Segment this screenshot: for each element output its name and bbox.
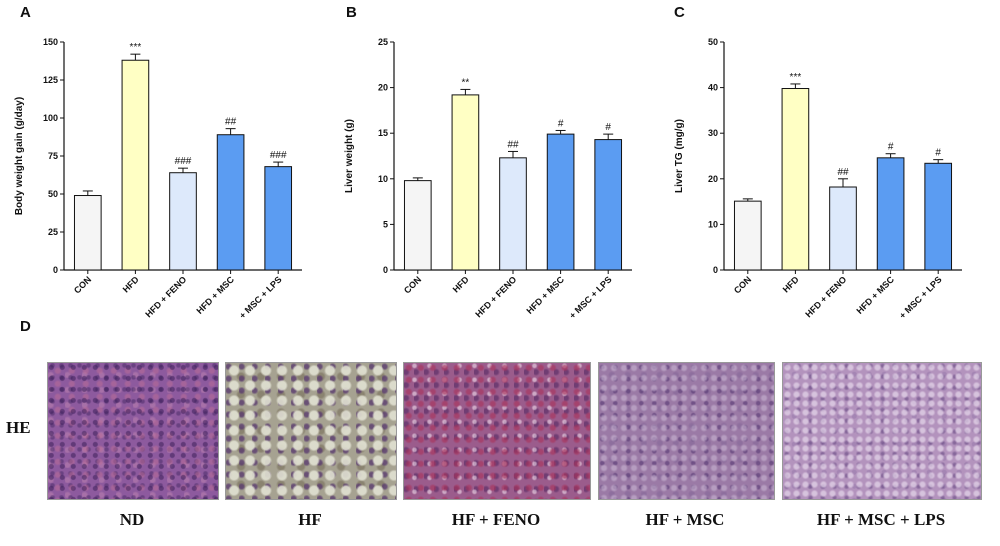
chart-liver-weight: Liver weight (g)0510152025CON**HFD##HFD … (344, 37, 632, 318)
x-tick-label-hfd: HFD (781, 274, 802, 295)
y-tick-label: 25 (378, 37, 388, 47)
stain-row-label: HE (6, 418, 31, 437)
panel-letter-c: C (674, 4, 685, 21)
x-tick-label-hfd: HFD (451, 274, 472, 295)
significance-label-hfd-msc-lps: # (935, 148, 941, 159)
bar-hfd-feno (829, 186, 857, 271)
histology-image-hf-feno (403, 362, 591, 500)
significance-label-hfd: ** (462, 77, 470, 88)
histology-image-nd (47, 362, 219, 500)
significance-label-hfd-feno: ## (507, 139, 519, 150)
significance-label-hfd-msc: # (558, 118, 564, 129)
significance-label-hfd: *** (130, 42, 142, 53)
chart-liver-tg: Liver TG (mg/g)01020304050CON***HFD##HFD… (674, 37, 962, 318)
y-axis-title: Body weight gain (g/day) (14, 97, 25, 215)
x-tick-label-hfd-msc: HFD + MSC (854, 274, 896, 316)
histology-image-hf-msc-lps (782, 362, 982, 500)
y-tick-label: 10 (708, 219, 718, 229)
y-tick-label: 0 (383, 265, 388, 275)
bar-hfd-msc (216, 134, 245, 271)
y-tick-label: 75 (48, 151, 58, 161)
y-tick-label: 20 (708, 174, 718, 184)
y-tick-label: 0 (713, 265, 718, 275)
x-tick-label-con: CON (732, 274, 753, 295)
histology-image-hf-msc (598, 362, 775, 500)
y-tick-label: 0 (53, 265, 58, 275)
panel-letter-b: B (346, 4, 357, 21)
y-tick-label: 10 (378, 174, 388, 184)
y-tick-label: 30 (708, 128, 718, 138)
x-tick-label-hfd-feno: HFD + FENO (143, 274, 188, 318)
significance-label-hfd-msc-lps: # (605, 122, 611, 133)
histology-caption-hf-msc: HF + MSC (645, 510, 725, 529)
bar-hfd-feno (499, 157, 527, 271)
y-tick-label: 20 (378, 83, 388, 93)
significance-label-hfd-feno: ### (175, 156, 192, 167)
significance-label-hfd-msc: # (888, 142, 894, 153)
bar-hfd (121, 59, 150, 271)
histology-caption-nd: ND (119, 510, 145, 529)
bar-hfd-msc-lps (594, 139, 623, 271)
chart-body-weight-gain: Body weight gain (g/day) 0 25 50 75 100 125 150… (14, 37, 302, 318)
significance-label-hfd-feno: ## (837, 167, 849, 178)
y-tick-label: 40 (708, 83, 718, 93)
bar-con (73, 195, 102, 271)
y-tick-label: 50 (48, 189, 58, 199)
y-tick-label: 150 (43, 37, 58, 47)
x-tick-label-hfd-msc: HFD + MSC (524, 274, 566, 316)
x-tick-label-hfd-feno: HFD + FENO (473, 274, 518, 318)
x-tick-label-hfd: HFD (121, 274, 142, 295)
bar-hfd-msc-lps (264, 166, 293, 271)
y-axis-title: Liver TG (mg/g) (674, 119, 685, 193)
histology-image-hf (225, 362, 397, 500)
bar-con (733, 200, 762, 271)
y-axis-title: Liver weight (g) (344, 119, 355, 193)
x-tick-label-hfd-msc: HFD + MSC (194, 274, 236, 316)
bar-hfd (451, 94, 480, 271)
y-tick-label: 5 (383, 219, 388, 229)
significance-label-hfd-msc: ## (225, 117, 237, 128)
panel-letter-a: A (20, 4, 31, 21)
significance-label-hfd-msc-lps: ### (270, 150, 287, 161)
bar-hfd (781, 88, 810, 271)
x-tick-label-con: CON (402, 274, 423, 295)
panel-letter-d: D (20, 318, 31, 335)
bar-con (403, 180, 432, 271)
histology-caption-hf: HF (298, 510, 322, 529)
x-tick-label-con: CON (72, 274, 93, 295)
bar-hfd-feno (169, 172, 197, 271)
histology-caption-hf-msc-lps: HF + MSC + LPS (816, 510, 946, 529)
y-tick-label: 100 (43, 113, 58, 123)
bar-hfd-msc (546, 133, 575, 271)
x-tick-label-hfd-feno: HFD + FENO (803, 274, 848, 318)
histology-caption-hf-feno: HF + FENO (451, 510, 541, 529)
y-tick-label: 125 (43, 75, 58, 85)
bar-hfd-msc-lps (924, 162, 953, 271)
y-tick-label: 50 (708, 37, 718, 47)
bar-hfd-msc (876, 157, 905, 271)
y-tick-label: 15 (378, 128, 388, 138)
significance-label-hfd: *** (790, 72, 802, 83)
y-tick-label: 25 (48, 227, 58, 237)
